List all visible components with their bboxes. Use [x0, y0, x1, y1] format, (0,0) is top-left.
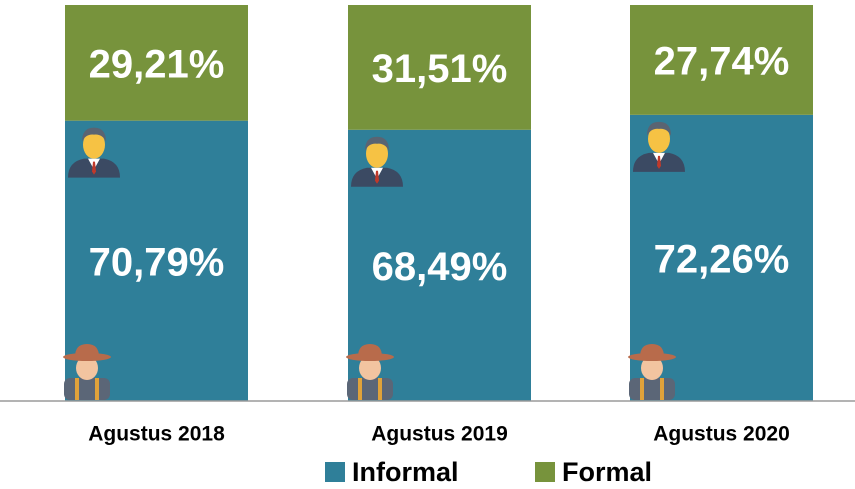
- farmer-icon: [628, 344, 676, 400]
- icon-strap: [660, 378, 664, 400]
- icon-body: [64, 378, 110, 400]
- icon-body: [629, 378, 675, 400]
- icon-strap: [378, 378, 382, 400]
- icon-hat-top: [640, 344, 664, 357]
- icon-strap: [358, 378, 362, 400]
- farmer-icon: [63, 344, 111, 400]
- businessman-icon: [351, 136, 403, 187]
- value-label: 68,49%: [372, 245, 508, 289]
- icon-face: [359, 356, 381, 380]
- x-tick-label: Agustus 2020: [653, 423, 790, 446]
- businessman-icon: [633, 121, 685, 172]
- legend-label: Formal: [562, 457, 652, 487]
- value-label: 27,74%: [654, 39, 790, 83]
- value-label: 29,21%: [89, 42, 225, 86]
- icon-strap: [75, 378, 79, 400]
- x-tick-label: Agustus 2019: [371, 423, 508, 446]
- icon-strap: [640, 378, 644, 400]
- value-label: 31,51%: [372, 47, 508, 91]
- legend-swatch: [325, 462, 345, 482]
- icon-strap: [95, 378, 99, 400]
- icon-tie: [657, 155, 661, 169]
- value-label: 72,26%: [654, 237, 790, 281]
- icon-tie: [92, 161, 96, 175]
- icon-tie: [375, 170, 379, 184]
- icon-hair: [365, 136, 389, 151]
- icon-hair: [647, 121, 671, 136]
- icon-face: [76, 356, 98, 380]
- value-label: 70,79%: [89, 240, 225, 284]
- legend-label: Informal: [352, 457, 459, 487]
- icon-face: [366, 139, 388, 168]
- icon-face: [83, 130, 105, 159]
- icon-hat-top: [358, 344, 382, 357]
- bar-segment: [630, 5, 813, 115]
- farmer-icon: [346, 344, 394, 400]
- bar-segment: [348, 5, 531, 130]
- legend-swatch: [535, 462, 555, 482]
- icon-face: [641, 356, 663, 380]
- businessman-icon: [68, 127, 120, 178]
- icon-body: [347, 378, 393, 400]
- icon-hat-top: [75, 344, 99, 357]
- bar-segment: [65, 5, 248, 121]
- x-tick-label: Agustus 2018: [88, 423, 225, 446]
- icon-hair: [82, 127, 106, 142]
- icon-face: [648, 124, 670, 153]
